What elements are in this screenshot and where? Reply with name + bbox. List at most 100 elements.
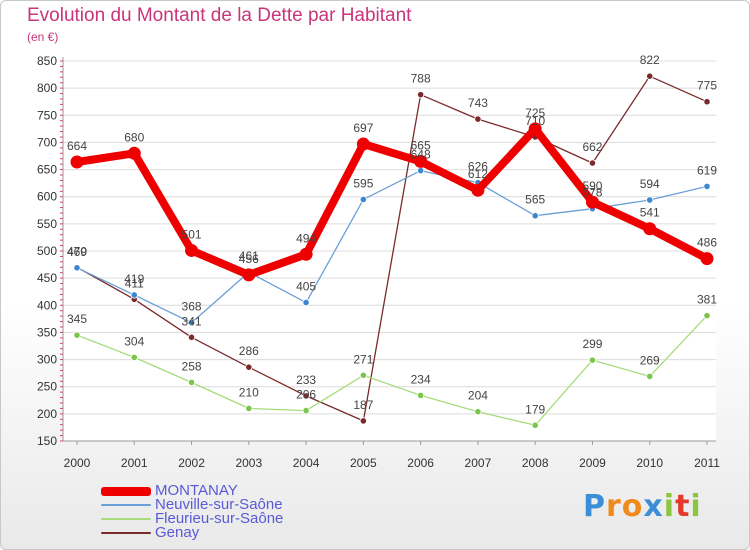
data-point-fleurieu-sur-sa-ne: [73, 331, 81, 339]
data-label-neuville-sur-sa-ne: 648: [411, 148, 431, 162]
y-tick-label: 450: [37, 271, 57, 285]
x-tick-label: 2000: [64, 456, 91, 470]
data-point-montanay: [70, 155, 84, 169]
legend-swatch: [101, 504, 151, 506]
data-point-montanay: [185, 243, 199, 257]
data-label-fleurieu-sur-sa-ne: 179: [525, 402, 545, 416]
legend-label: Genay: [155, 524, 200, 541]
data-label-fleurieu-sur-sa-ne: 345: [67, 312, 87, 326]
data-point-fleurieu-sur-sa-ne: [187, 378, 196, 386]
y-tick-label: 200: [37, 407, 57, 421]
legend-label: Neuville-sur-Saône: [155, 496, 283, 513]
data-point-fleurieu-sur-sa-ne: [474, 408, 482, 416]
data-point-montanay: [585, 195, 599, 209]
data-label-montanay: 494: [296, 231, 316, 245]
y-tick-label: 750: [37, 108, 57, 122]
legend: MONTANAY Neuville-sur-Saône Fleurieu-sur-S…: [101, 482, 361, 541]
data-point-neuville-sur-sa-ne: [703, 182, 711, 190]
data-point-fleurieu-sur-sa-ne: [130, 353, 138, 361]
data-label-genay: 341: [182, 314, 202, 328]
data-label-fleurieu-sur-sa-ne: 206: [296, 388, 316, 402]
data-label-genay: 470: [67, 244, 87, 258]
data-label-fleurieu-sur-sa-ne: 210: [239, 385, 259, 399]
data-point-genay: [474, 115, 482, 123]
data-point-fleurieu-sur-sa-ne: [245, 404, 253, 413]
logo-letter: x: [643, 489, 664, 524]
data-label-fleurieu-sur-sa-ne: 299: [582, 337, 602, 351]
x-tick-label: 2011: [694, 456, 720, 470]
data-label-fleurieu-sur-sa-ne: 304: [124, 334, 144, 348]
data-label-montanay: 541: [640, 206, 660, 220]
data-point-montanay: [700, 252, 714, 266]
data-label-genay: 187: [353, 398, 373, 412]
x-tick-label: 2001: [121, 456, 148, 470]
data-label-montanay: 697: [353, 121, 373, 135]
data-label-neuville-sur-sa-ne: 461: [239, 249, 259, 263]
data-point-montanay: [356, 137, 370, 151]
data-label-montanay: 486: [697, 236, 717, 250]
legend-item-neuville-sur-sa-ne: Neuville-sur-Saône: [101, 496, 361, 513]
data-point-neuville-sur-sa-ne: [187, 319, 196, 327]
data-point-fleurieu-sur-sa-ne: [588, 356, 597, 364]
data-label-montanay: 680: [124, 130, 144, 144]
logo-letter: P: [583, 489, 606, 524]
data-label-neuville-sur-sa-ne: 405: [296, 280, 316, 294]
data-label-neuville-sur-sa-ne: 578: [582, 186, 602, 200]
data-label-neuville-sur-sa-ne: 419: [124, 272, 144, 286]
data-label-neuville-sur-sa-ne: 626: [468, 160, 488, 174]
data-label-montanay: 456: [239, 252, 259, 266]
data-point-fleurieu-sur-sa-ne: [531, 421, 539, 429]
data-label-genay: 775: [697, 79, 717, 93]
data-label-genay: 662: [582, 140, 602, 154]
data-label-genay: 710: [525, 114, 545, 128]
data-label-genay: 286: [239, 344, 259, 358]
data-point-genay: [646, 72, 654, 80]
data-point-neuville-sur-sa-ne: [73, 264, 81, 272]
data-point-montanay: [299, 247, 313, 261]
data-label-genay: 788: [411, 72, 431, 86]
chart-subtitle: (en €): [27, 30, 59, 44]
data-point-fleurieu-sur-sa-ne: [302, 406, 310, 415]
y-tick-label: 600: [37, 190, 57, 204]
y-tick-label: 700: [37, 135, 57, 149]
data-label-montanay: 590: [582, 179, 602, 193]
y-tick-label: 350: [37, 325, 57, 339]
y-tick-label: 500: [37, 244, 57, 258]
proxiti-logo: Proxiti: [583, 489, 702, 524]
y-tick-label: 800: [37, 81, 57, 95]
legend-swatch: [101, 518, 151, 520]
data-point-montanay: [643, 222, 657, 236]
x-tick-label: 2009: [579, 456, 606, 470]
data-label-neuville-sur-sa-ne: 368: [182, 300, 202, 314]
data-label-montanay: 501: [182, 227, 202, 241]
legend-label: MONTANAY: [155, 482, 238, 499]
logo-letter: o: [621, 489, 644, 524]
y-tick-label: 300: [37, 353, 57, 367]
x-tick-label: 2004: [293, 456, 320, 470]
data-label-fleurieu-sur-sa-ne: 258: [182, 359, 202, 373]
data-point-genay: [187, 333, 196, 341]
y-tick-label: 400: [37, 298, 57, 312]
chart-title: Evolution du Montant de la Dette par Hab…: [27, 5, 412, 26]
data-label-montanay: 725: [525, 106, 545, 120]
data-point-montanay: [414, 154, 428, 168]
data-point-genay: [417, 91, 425, 99]
series-line-genay: [76, 75, 708, 422]
legend-item-montanay: MONTANAY: [101, 482, 361, 499]
data-label-fleurieu-sur-sa-ne: 204: [468, 389, 488, 403]
data-point-neuville-sur-sa-ne: [302, 298, 310, 307]
legend-label: Fleurieu-sur-Saône: [155, 510, 284, 527]
data-label-neuville-sur-sa-ne: 619: [697, 163, 717, 177]
data-point-fleurieu-sur-sa-ne: [703, 311, 711, 320]
legend-item-fleurieu-sur-sa-ne: Fleurieu-sur-Saône: [101, 510, 361, 527]
logo-letter: i: [663, 489, 676, 524]
logo-letter: r: [606, 489, 622, 524]
y-tick-label: 550: [37, 217, 57, 231]
data-point-montanay: [471, 183, 485, 197]
data-label-montanay: 664: [67, 139, 87, 153]
data-label-montanay: 665: [411, 138, 431, 152]
legend-item-genay: Genay: [101, 524, 361, 541]
y-tick-label: 650: [37, 163, 57, 177]
